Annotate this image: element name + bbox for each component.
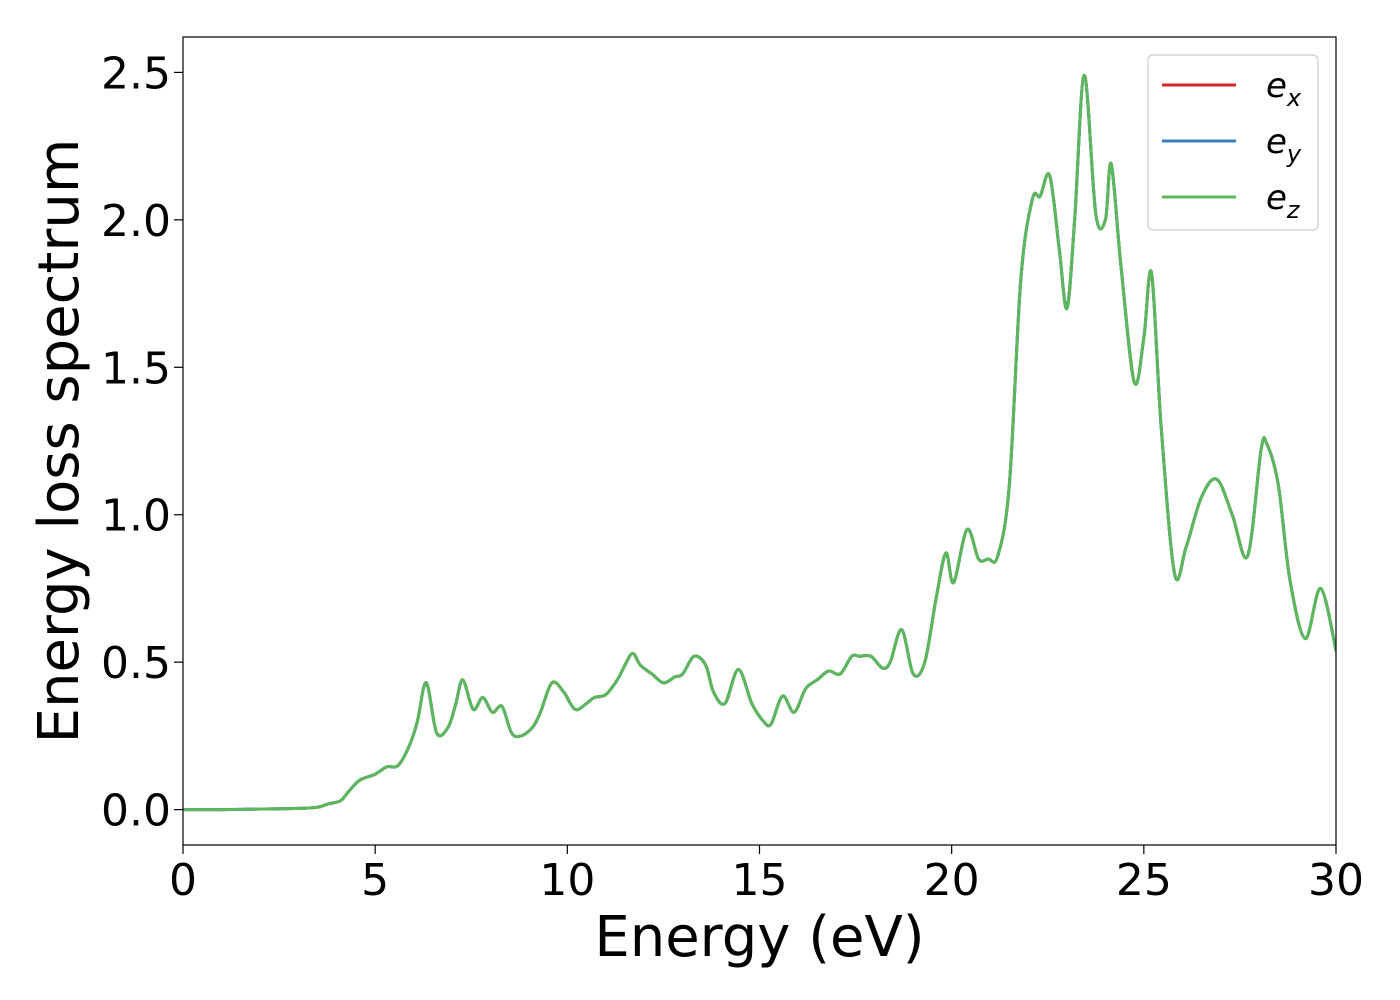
x-tick-label: 15 xyxy=(732,855,788,906)
x-tick-label: 20 xyxy=(924,855,980,906)
y-tick-label: 2.5 xyxy=(101,48,171,99)
legend-entry: ez xyxy=(1162,178,1301,224)
y-tick-label: 1.0 xyxy=(101,491,171,542)
legend: ex ey ez xyxy=(1147,54,1319,231)
x-tick-label: 25 xyxy=(1116,855,1172,906)
x-tick-label: 0 xyxy=(169,855,197,906)
legend-label: ey xyxy=(1266,122,1302,168)
series-line-e-z xyxy=(183,73,1336,812)
y-axis: 0.0 0.5 1.0 1.5 2.0 2.5 xyxy=(101,48,183,837)
series-layer xyxy=(183,73,1336,812)
legend-label: ex xyxy=(1266,66,1302,112)
x-axis-label: Energy (eV) xyxy=(594,905,924,970)
y-tick-label: 0.5 xyxy=(101,638,171,689)
y-tick-label: 1.5 xyxy=(101,343,171,394)
x-tick-label: 30 xyxy=(1308,855,1364,906)
y-axis-label: Energy loss spectrum xyxy=(27,139,92,744)
legend-entry: ey xyxy=(1162,122,1302,168)
legend-entry: ex xyxy=(1162,66,1302,112)
x-tick-label: 10 xyxy=(539,855,595,906)
legend-label: ez xyxy=(1266,178,1301,224)
x-tick-label: 5 xyxy=(361,855,389,906)
y-tick-label: 2.0 xyxy=(101,196,171,247)
x-axis: 0 5 10 15 20 25 30 xyxy=(169,845,1364,906)
y-tick-label: 0.0 xyxy=(101,786,171,837)
